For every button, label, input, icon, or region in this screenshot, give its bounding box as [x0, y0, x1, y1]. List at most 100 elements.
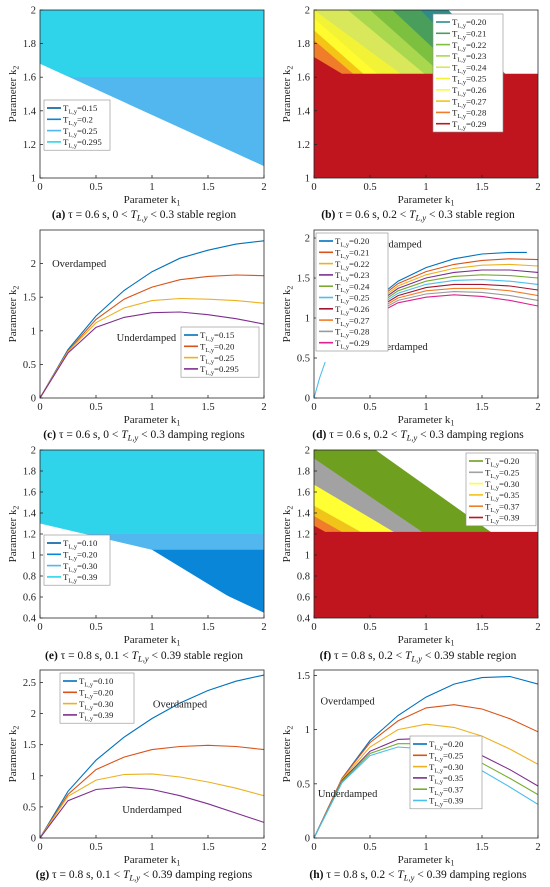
legend-entry: TL,y=0.20: [452, 17, 487, 30]
plot-content: [40, 674, 264, 838]
y-tick-label: 0.5: [297, 779, 310, 790]
plot-content: [314, 450, 538, 618]
legend-entry: TL,y=0.35: [429, 773, 464, 786]
panel-b: 0 0.5 1 1.5 2 1 1.2 1.4 1.6 1.8 2 Parameter k1 Param…: [281, 6, 541, 223]
x-tick-label: 2: [261, 842, 266, 853]
plot-content: [40, 450, 264, 618]
x-axis-label: Parameter k1: [124, 194, 181, 208]
y-tick-label: 1.8: [23, 39, 36, 50]
y-tick-label: 2: [305, 234, 310, 245]
series-line-2: [371, 258, 538, 305]
x-tick-label: 0.5: [363, 622, 376, 633]
panel-c: 0 0.5 1 1.5 2 0 0.5 1 1.5 2 Parameter k1 Parameter …: [7, 229, 267, 443]
x-axis-label: Parameter k1: [398, 414, 455, 428]
x-tick-label: 1: [149, 402, 154, 413]
x-tick-label: 0: [311, 622, 316, 633]
x-tick-label: 0: [311, 842, 316, 853]
x-tick-label: 1: [149, 622, 154, 633]
region-6: [314, 525, 538, 618]
x-tick-label: 1.5: [201, 842, 214, 853]
series-line-6: [371, 279, 538, 311]
x-tick-label: 1: [423, 182, 428, 193]
x-axis-label: Parameter k1: [124, 854, 181, 868]
y-tick-label: 1: [305, 174, 310, 185]
legend-entry: TL,y=0.20: [200, 342, 235, 355]
legend: TL,y=0.20TL,y=0.25TL,y=0.30TL,y=0.35TL,y…: [409, 735, 483, 810]
legend-entry: TL,y=0.20: [429, 739, 464, 752]
region-4: [40, 450, 264, 534]
legend-box: [465, 452, 537, 527]
panel-caption: (g) τ = 0.8 s, 0.1 < TL,y < 0.39 damping…: [36, 869, 253, 883]
x-tick-label: 1: [423, 842, 428, 853]
series-line-1: [40, 674, 264, 838]
y-tick-label: 1.5: [297, 274, 310, 285]
panel-caption: (a) τ = 0.6 s, 0 < TL,y < 0.3 stable reg…: [52, 209, 236, 223]
annotation-label: Underdamped: [122, 805, 182, 816]
x-tick-label: 1.5: [475, 622, 488, 633]
legend-entry: TL,y=0.28: [335, 327, 370, 340]
region-4: [40, 10, 264, 78]
y-tick-label: 0.5: [297, 354, 310, 365]
x-tick-label: 1.5: [201, 622, 214, 633]
x-tick-label: 1: [423, 622, 428, 633]
legend-entry: TL,y=0.15: [63, 103, 98, 116]
x-tick-label: 1: [423, 402, 428, 413]
legend-entry: TL,y=0.28: [452, 108, 487, 121]
x-axis-label: Parameter k1: [398, 634, 455, 648]
y-tick-label: 1.6: [23, 73, 36, 84]
x-tick-label: 0: [37, 402, 42, 413]
legend-entry: TL,y=0.20: [485, 456, 520, 469]
legend-entry: TL,y=0.29: [335, 338, 370, 351]
legend-entry: TL,y=0.26: [335, 304, 370, 317]
panel-caption: (b) τ = 0.6 s, 0.2 < TL,y < 0.3 stable r…: [321, 209, 515, 223]
panel-caption: (e) τ = 0.8 s, 0.1 < TL,y < 0.39 stable …: [45, 650, 243, 664]
x-tick-label: 2: [535, 842, 540, 853]
legend-entry: TL,y=0.22: [452, 40, 486, 53]
series-line-10: [371, 294, 538, 317]
x-tick-label: 2: [535, 182, 540, 193]
legend-entry: TL,y=0.27: [335, 315, 370, 328]
y-tick-label: 0.4: [23, 614, 37, 625]
panel-caption: (f) τ = 0.8 s, 0.2 < TL,y < 0.39 stable …: [320, 650, 517, 664]
x-tick-label: 0: [311, 182, 316, 193]
y-tick-label: 1.8: [297, 467, 310, 478]
y-tick-label: 1: [305, 314, 310, 325]
legend-entry: TL,y=0.295: [63, 137, 102, 150]
panel-h: 0 0.5 1 1.5 2 0 0.5 1 1.5 Parameter k1 Parameter k…: [281, 669, 541, 883]
legend-entry: TL,y=0.25: [335, 293, 370, 306]
legend-entry: TL,y=0.25: [429, 751, 464, 764]
x-tick-label: 1.5: [475, 182, 488, 193]
y-axis-label: Parameter k2: [281, 726, 295, 783]
x-tick-label: 0.5: [89, 182, 102, 193]
annotation-label: Underdamped: [318, 789, 378, 800]
legend-entry: TL,y=0.25: [200, 353, 235, 366]
y-tick-label: 0.4: [297, 614, 311, 625]
y-tick-label: 1.8: [297, 39, 310, 50]
y-axis-label: Parameter k2: [7, 286, 21, 343]
x-tick-label: 2: [261, 622, 266, 633]
panel-caption: (c) τ = 0.6 s, 0 < TL,y < 0.3 damping re…: [43, 429, 245, 443]
legend-entry: TL,y=0.30: [485, 479, 520, 492]
x-tick-label: 1.5: [201, 402, 214, 413]
legend-entry: TL,y=0.25: [63, 126, 98, 139]
series-line-4: [371, 269, 538, 308]
series-line-5: [371, 274, 538, 309]
x-tick-label: 0.5: [363, 402, 376, 413]
y-tick-label: 1.8: [23, 467, 36, 478]
legend-entry: TL,y=0.24: [335, 281, 370, 294]
y-tick-label: 1: [31, 174, 36, 185]
annotation-label: Overdamped: [52, 259, 107, 270]
annotation-label: Underdamped: [117, 333, 177, 344]
legend-entry: TL,y=0.35: [485, 490, 520, 503]
y-axis-label: Parameter k2: [281, 506, 295, 563]
legend-entry: TL,y=0.25: [485, 468, 520, 481]
legend-entry: TL,y=0.10: [63, 538, 98, 551]
y-tick-label: 1.4: [23, 106, 37, 117]
series-line-1: [40, 240, 264, 398]
x-axis-label: Parameter k1: [124, 414, 181, 428]
y-tick-label: 2.5: [23, 678, 36, 689]
